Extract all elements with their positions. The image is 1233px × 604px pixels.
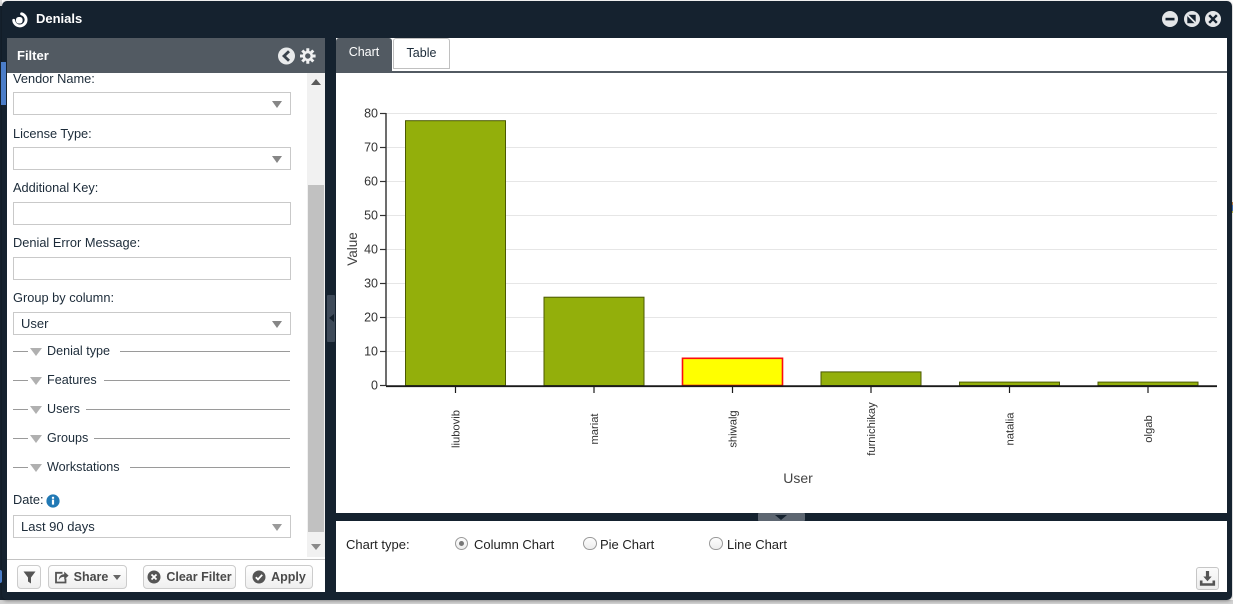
svg-text:furnichikay: furnichikay <box>866 402 878 456</box>
svg-text:shiwalg: shiwalg <box>728 410 740 447</box>
svg-text:liubovib: liubovib <box>451 410 463 448</box>
svg-text:70: 70 <box>364 141 378 155</box>
svg-text:10: 10 <box>364 345 378 359</box>
svg-text:80: 80 <box>364 107 378 121</box>
svg-text:0: 0 <box>371 379 378 393</box>
svg-text:40: 40 <box>364 243 378 257</box>
svg-text:olgab: olgab <box>1143 415 1155 442</box>
svg-text:20: 20 <box>364 311 378 325</box>
svg-text:30: 30 <box>364 277 378 291</box>
svg-text:50: 50 <box>364 209 378 223</box>
svg-text:mariat: mariat <box>589 413 601 445</box>
svg-text:User: User <box>783 470 813 486</box>
svg-text:Value: Value <box>345 232 360 266</box>
svg-text:60: 60 <box>364 175 378 189</box>
svg-text:natalia: natalia <box>1005 412 1017 446</box>
